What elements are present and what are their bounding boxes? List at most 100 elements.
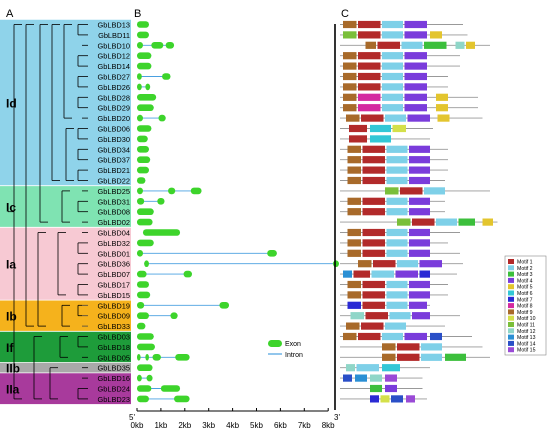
motif-box <box>343 374 352 382</box>
motif-box <box>385 384 397 393</box>
motif-box <box>370 374 382 382</box>
motif-legend-label: Motif 4 <box>517 278 533 284</box>
exon-intron-structures <box>137 21 339 403</box>
motif-box <box>362 228 385 237</box>
motif-box <box>356 364 379 372</box>
group-band-id <box>0 19 131 186</box>
gene-label: GbLBD24 <box>98 385 130 394</box>
motif-legend-swatch <box>508 309 514 315</box>
kb-axis-tick-label: 8kb <box>322 421 335 430</box>
motif-box <box>409 145 430 153</box>
motif-box <box>401 41 423 49</box>
motif-box <box>343 20 357 29</box>
exon-block <box>137 343 155 351</box>
kb-axis-tick-label: 4kb <box>226 421 239 430</box>
motif-box <box>358 93 381 101</box>
motif-box <box>458 218 475 226</box>
motif-box <box>362 145 385 153</box>
motif-legend-label: Motif 5 <box>517 285 533 291</box>
panel-label-a: A <box>6 8 14 20</box>
motif-legend-swatch <box>508 290 514 296</box>
motif-box <box>436 218 457 226</box>
motif-legend-swatch <box>508 303 514 309</box>
gene-label: GbLBD30 <box>98 135 130 144</box>
panel-label-b: B <box>134 8 141 20</box>
motif-box <box>347 249 361 257</box>
exon-block <box>137 385 152 392</box>
motif-box <box>358 104 381 112</box>
motif-box <box>482 218 493 226</box>
gene-label: GbLBD16 <box>98 374 130 383</box>
motif-box <box>358 260 372 268</box>
exon-block <box>152 354 161 361</box>
motif-box <box>382 332 403 341</box>
motif-box <box>391 395 403 403</box>
gene-label: GbLBD13 <box>98 21 130 30</box>
motif-box <box>397 260 418 268</box>
motif-box <box>347 208 361 216</box>
motif-box <box>424 187 445 195</box>
motif-box <box>409 291 430 299</box>
motif-box <box>358 72 381 81</box>
exon-block <box>137 364 153 371</box>
gene-label: GbLBD05 <box>98 353 130 362</box>
motif-box <box>409 156 430 164</box>
motif-box <box>347 197 361 205</box>
motif-box <box>404 31 427 39</box>
gene-label: GbLBD01 <box>98 249 130 258</box>
motif-box <box>346 322 360 330</box>
motif-box <box>347 301 361 309</box>
motif-box <box>362 208 385 216</box>
motif-box <box>361 114 384 122</box>
exon-block <box>175 354 190 361</box>
motif-box <box>412 218 435 226</box>
motif-box <box>419 260 442 268</box>
intron-legend-label: Intron <box>285 352 303 359</box>
motif-box <box>362 176 385 185</box>
motif-legend-label: Motif 6 <box>517 291 533 297</box>
exon-block <box>168 187 176 195</box>
motif-box <box>347 176 361 185</box>
motif-legend-swatch <box>508 271 514 277</box>
motif-box <box>370 395 379 403</box>
exon-block <box>137 322 146 330</box>
motif-legend-label: Motif 7 <box>517 297 533 303</box>
motif-box <box>365 41 376 49</box>
gene-label: GbLBD33 <box>98 322 130 331</box>
gene-label: GbLBD06 <box>98 125 130 134</box>
motif-box <box>385 322 406 330</box>
motif-box <box>445 353 466 361</box>
motif-legend-label: Motif 2 <box>517 266 533 272</box>
exon-block <box>137 21 149 28</box>
gene-label: GbLBD37 <box>98 156 130 165</box>
gene-label: GbLBD07 <box>98 270 130 279</box>
exon-block <box>144 260 149 267</box>
gene-label: GbLBD10 <box>98 41 130 50</box>
motif-box <box>358 83 381 91</box>
motif-box <box>382 364 400 372</box>
group-labels: Id Ic Ia Ib If IIb IIa <box>6 97 20 397</box>
motif-legend-swatch <box>508 277 514 283</box>
motif-box <box>370 135 391 143</box>
motif-box <box>424 41 447 49</box>
group-band-ic <box>0 185 131 228</box>
gene-label: GbLBD21 <box>98 166 130 175</box>
exon-block <box>137 114 143 122</box>
motif-box <box>386 166 408 174</box>
motif-box <box>343 104 357 112</box>
motif-box <box>385 114 406 122</box>
motif-box <box>386 239 408 247</box>
motif-legend-label: Motif 13 <box>517 335 536 341</box>
motif-box <box>386 291 408 299</box>
motif-box <box>386 280 408 289</box>
exon-block <box>137 354 141 361</box>
motif-box <box>362 249 385 257</box>
exon-block <box>137 302 145 309</box>
motif-legend-swatch <box>508 322 514 327</box>
motif-box <box>362 301 385 309</box>
motif-box <box>362 197 385 205</box>
motif-legend-swatch <box>508 259 514 264</box>
motif-box <box>404 83 427 91</box>
exon-block <box>157 198 165 205</box>
